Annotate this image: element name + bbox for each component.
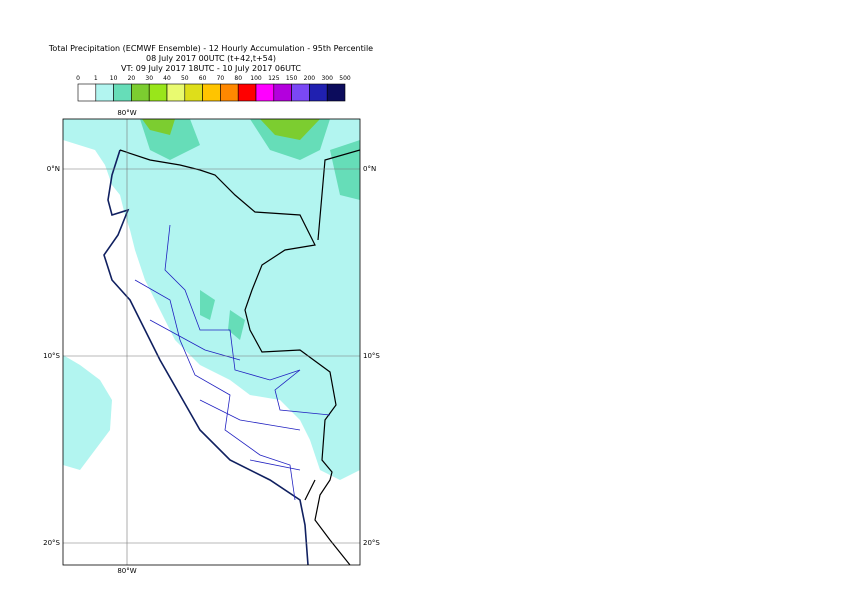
legend-label: 40	[163, 75, 171, 82]
legend-label: 300	[321, 75, 333, 82]
map-frame	[62, 118, 361, 566]
lat-label: 20°S	[363, 539, 380, 547]
legend-label: 200	[304, 75, 316, 82]
legend-label: 100	[250, 75, 262, 82]
lat-label: 10°S	[363, 352, 380, 360]
lon-label: 80°W	[117, 109, 136, 117]
legend-label: 150	[286, 75, 298, 82]
coastline	[103, 149, 309, 565]
map	[63, 119, 360, 565]
lat-label: 0°N	[363, 165, 376, 173]
precip-offshore	[63, 355, 112, 470]
legend-swatch	[148, 83, 168, 102]
legend-swatch	[77, 83, 97, 102]
graticule	[63, 119, 360, 565]
legend-label: 30	[145, 75, 153, 82]
lat-label: 20°S	[43, 539, 60, 547]
legend-label: 500	[339, 75, 351, 82]
title: Total Precipitation (ECMWF Ensemble) - 1…	[48, 44, 373, 53]
base-time: 08 July 2017 00UTC (t+42,t+54)	[146, 54, 276, 63]
legend: 0 1 10 20 30 40 50 60 70 80 100 125 150 200 300 500	[76, 75, 351, 102]
legend-label: 70	[217, 75, 225, 82]
legend-swatch	[184, 83, 203, 102]
legend-swatch	[202, 83, 221, 102]
legend-label: 125	[268, 75, 280, 82]
legend-label: 50	[181, 75, 189, 82]
legend-label: 1	[94, 75, 98, 82]
legend-swatch	[291, 83, 310, 102]
legend-swatch	[113, 83, 132, 102]
precip-heavy	[142, 119, 320, 140]
region-borders	[134, 224, 331, 501]
legend-swatch	[309, 83, 328, 102]
legend-label: 20	[128, 75, 136, 82]
legend-swatch	[326, 83, 346, 102]
legend-label: 80	[234, 75, 242, 82]
legend-label: 0	[76, 75, 80, 82]
country-border	[119, 149, 360, 565]
legend-swatch	[255, 83, 275, 102]
legend-label: 10	[110, 75, 118, 82]
legend-swatch	[237, 83, 257, 102]
lon-label: 80°W	[117, 567, 136, 575]
legend-swatch	[273, 83, 292, 102]
lat-label: 0°N	[47, 165, 60, 173]
legend-swatch	[220, 83, 239, 102]
lat-label: 10°S	[43, 352, 60, 360]
valid-time: VT: 09 July 2017 18UTC - 10 July 2017 06…	[121, 64, 301, 73]
legend-swatch	[95, 83, 114, 102]
precip-moderate	[140, 119, 360, 340]
legend-label: 60	[199, 75, 207, 82]
legend-swatch	[166, 83, 186, 102]
legend-swatch	[131, 83, 150, 102]
